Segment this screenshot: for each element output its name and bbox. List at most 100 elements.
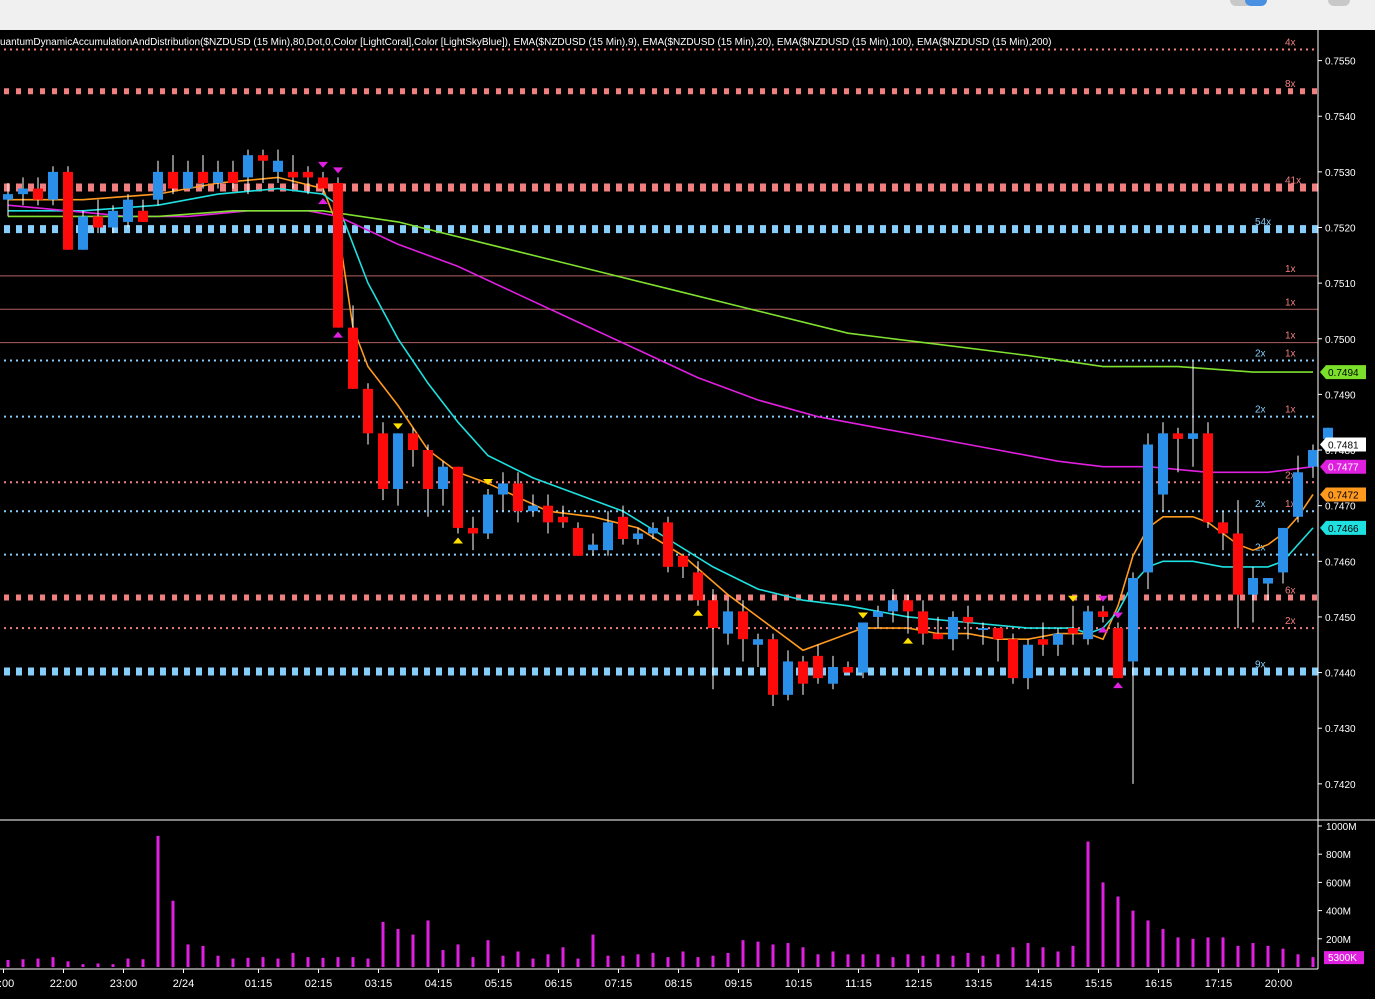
candle-body [423,450,433,489]
signal-triangle [903,637,913,644]
volume-bar [696,957,700,967]
ema-line [8,210,1313,373]
volume-bar [36,958,40,967]
candle-body [183,171,193,189]
candle-body [243,155,253,178]
volume-bar [66,961,70,967]
candle-body [333,182,343,328]
volume-bar [471,957,475,967]
volume-bar [111,964,115,967]
candle-body [588,544,598,551]
candle-body [138,210,148,222]
candle-body [1278,527,1288,573]
candle-body [573,527,583,556]
volume-bar [1221,937,1225,967]
y-tick-label: 0.7430 [1325,724,1356,735]
candle-body [618,516,628,540]
candle-body [1323,427,1333,439]
volume-bar [1101,882,1105,967]
volume-bar [726,952,730,967]
candle-body [858,622,868,673]
volume-bar [711,955,715,967]
candle-body [543,505,553,523]
volume-bar [186,944,190,967]
candle-body [378,433,388,489]
candle-body [48,171,58,200]
volume-bar [441,950,445,967]
x-tick-label: 22:00 [50,978,78,990]
candle-body [198,171,208,183]
candle-body [1233,533,1243,595]
volume-bar [786,943,790,967]
volume-tick-label: 600M [1326,878,1351,889]
signal-triangle [483,478,493,485]
volume-bar [351,957,355,967]
volume-tick-label: 800M [1326,850,1351,861]
x-tick-label: 01:15 [245,978,273,990]
window-title-bar [0,0,1375,31]
window-control-icon[interactable] [1230,0,1252,6]
indicator-header: uantumDynamicAccumulationAndDistribution… [0,37,1051,48]
level-label: 1x [1285,499,1296,510]
candle-body [1248,577,1258,595]
volume-bar [621,955,625,967]
candle-body [153,171,163,200]
price-label: 0.7466 [1328,524,1359,535]
candle-body [1218,522,1228,534]
candle-body [363,388,373,434]
volume-bar [1026,943,1030,967]
y-tick-label: 0.7540 [1325,112,1356,123]
volume-bar [1296,954,1300,967]
candle-body [78,216,88,250]
level-label: 2x [1255,348,1266,359]
candle-body [1098,611,1108,617]
volume-bar [156,835,160,967]
x-tick-label: 04:15 [425,978,453,990]
candle-body [1128,577,1138,662]
signal-triangle [1098,595,1108,602]
volume-last-label-bg [1324,951,1364,965]
signal-triangle [858,612,868,619]
y-tick-label: 0.7510 [1325,279,1356,290]
candle-body [123,199,133,222]
candle-body [1173,433,1183,439]
volume-tick-label: 400M [1326,907,1351,918]
volume-bar [411,934,415,967]
signal-triangle [318,198,328,205]
volume-bar [381,921,385,967]
signal-triangle [1068,595,1078,602]
signal-triangle [318,161,328,168]
volume-bar [831,951,835,967]
candle-body [768,639,778,695]
candle-body [528,505,538,512]
x-tick-label: 10:15 [785,978,813,990]
candle-body [1008,639,1018,679]
x-tick-label: 23:00 [110,978,138,990]
signal-triangle [333,331,343,338]
window-control-icon[interactable] [1245,0,1267,6]
volume-bar [666,957,670,967]
candle-body [1203,433,1213,523]
candle-body [408,433,418,451]
volume-bar [6,959,10,967]
candle-body [873,611,883,617]
level-label: 9x [1255,659,1266,670]
level-label: 1x [1285,331,1296,342]
candle-body [1293,472,1303,517]
x-tick-label: 06:15 [545,978,573,990]
volume-bar [846,954,850,967]
x-tick-label: 12:15 [905,978,933,990]
x-tick-label: 13:15 [965,978,993,990]
y-tick-label: 0.7550 [1325,57,1356,68]
signal-triangle [693,609,703,616]
price-label: 0.7477 [1328,463,1359,474]
window-control-icon[interactable] [1328,0,1350,6]
candle-body [258,155,268,161]
candle-body [228,171,238,183]
candle-body [708,600,718,629]
level-label: 2x [1255,405,1266,416]
volume-bar [276,958,280,967]
candle-body [843,667,853,673]
